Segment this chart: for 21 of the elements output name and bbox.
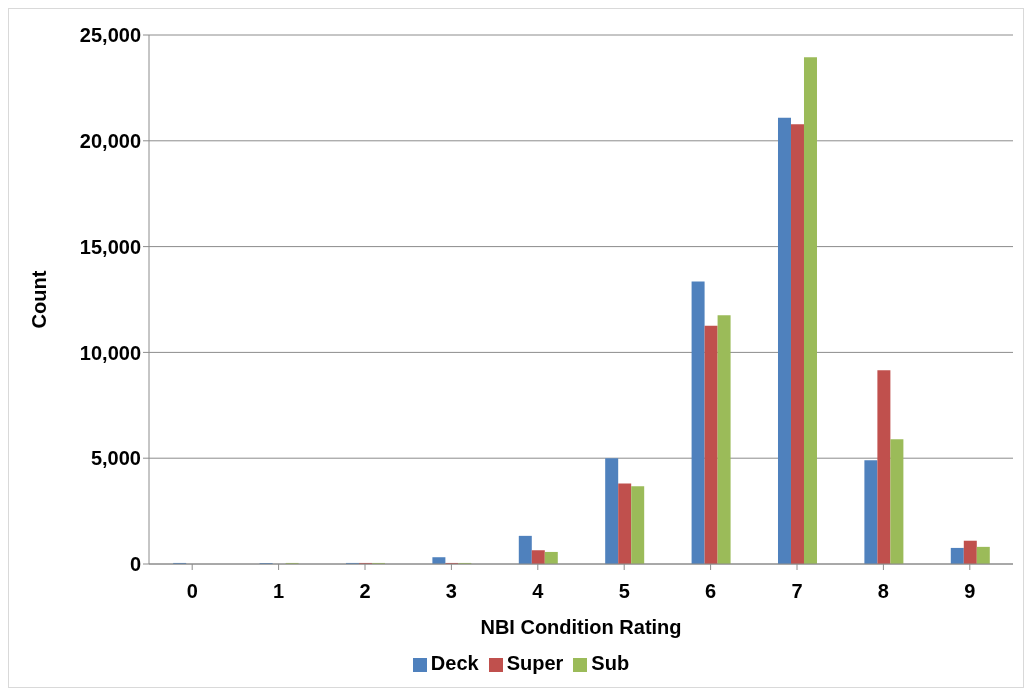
- y-tick-label: 15,000: [79, 235, 141, 258]
- x-tick-label: 0: [186, 580, 198, 603]
- legend-label: Deck: [430, 652, 479, 674]
- x-tick-label: 2: [359, 580, 371, 603]
- legend-label: Sub: [591, 652, 630, 674]
- x-tick-label: 9: [964, 580, 976, 603]
- y-tick-label: 10,000: [79, 341, 141, 364]
- x-tick-label: 5: [618, 580, 630, 603]
- y-tick-label: 25,000: [79, 24, 141, 47]
- y-tick-label: 0: [129, 553, 141, 576]
- y-tick-label: 20,000: [79, 129, 141, 152]
- x-tick-label: 8: [877, 580, 889, 603]
- x-tick-label: 4: [532, 580, 545, 603]
- x-tick-label: 6: [705, 580, 717, 603]
- x-axis-title: NBI Condition Rating: [480, 616, 682, 638]
- legend-label: Super: [506, 652, 564, 674]
- x-tick-label: 7: [791, 580, 803, 603]
- y-tick-label: 5,000: [90, 447, 141, 470]
- y-axis-title: Count: [28, 270, 51, 329]
- x-tick-label: 1: [273, 580, 285, 603]
- x-tick-label: 3: [445, 580, 457, 603]
